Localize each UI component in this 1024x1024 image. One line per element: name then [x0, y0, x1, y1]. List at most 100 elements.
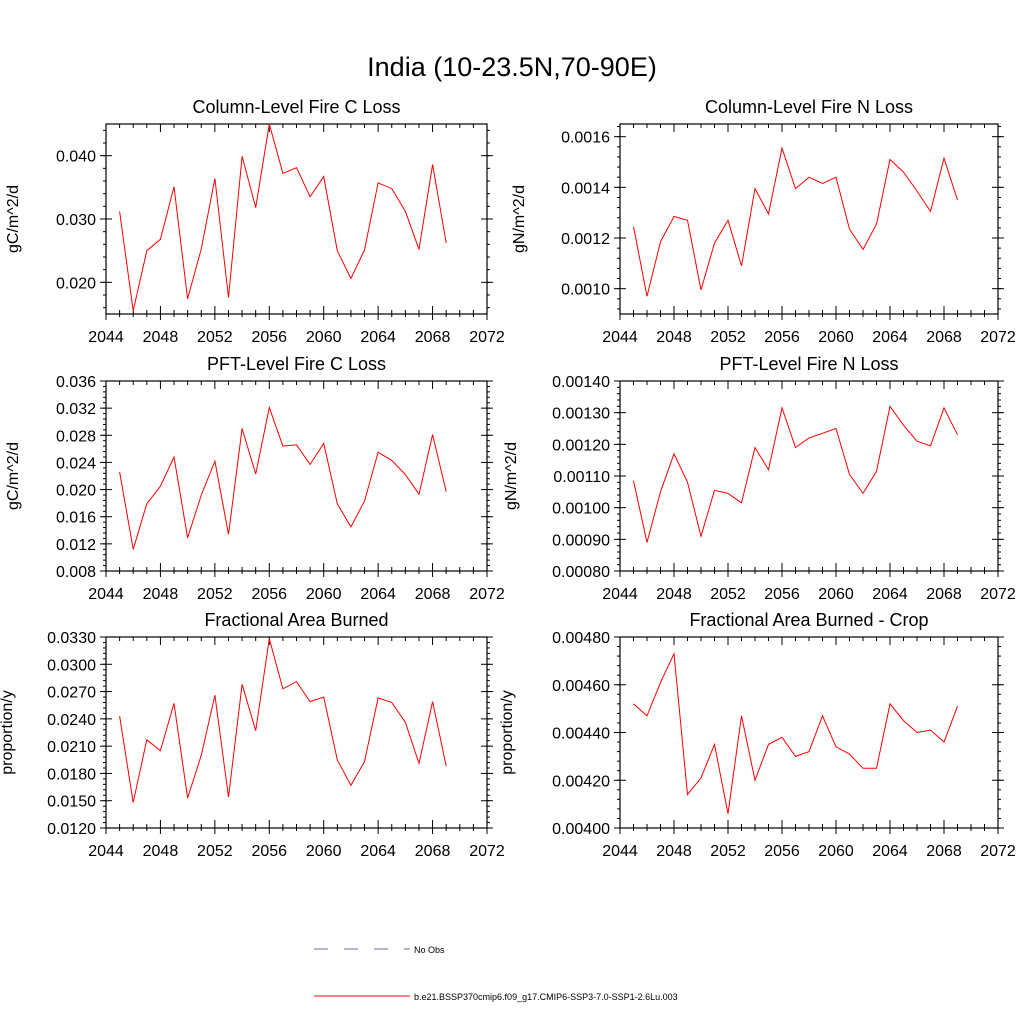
y-axis-label: gN/m^2/d — [511, 185, 528, 253]
x-tick-label: 2052 — [197, 843, 233, 860]
y-tick-label: 0.0120 — [47, 821, 96, 838]
y-tick-label: 0.036 — [56, 374, 96, 391]
x-tick-label: 2064 — [872, 843, 908, 860]
y-tick-label: 0.0210 — [47, 739, 96, 756]
y-tick-label: 0.00140 — [552, 374, 610, 391]
plot-frame — [105, 123, 488, 315]
panel-fractional-area-burned: Fractional Area Burned proportion/y 2044 20… — [0, 610, 505, 860]
x-tick-label: 2048 — [143, 586, 179, 603]
y-tick-label: 0.00420 — [552, 773, 610, 790]
x-tick-label: 2044 — [602, 329, 638, 346]
y-tick-label: 0.0180 — [47, 766, 96, 783]
y-tick-label: 0.00110 — [553, 469, 610, 486]
panel-title: Column-Level Fire N Loss — [705, 97, 913, 117]
plot-frame — [105, 636, 488, 829]
y-tick-label: 0.040 — [56, 149, 96, 166]
x-tick-label: 2064 — [360, 586, 396, 603]
y-tick-label: 0.0240 — [47, 712, 96, 729]
panel-fractional-area-burned-crop: Fractional Area Burned - Crop proportion/… — [499, 610, 1016, 860]
y-tick-label: 0.00460 — [552, 678, 610, 695]
x-tick-label: 2044 — [88, 843, 124, 860]
x-tick-label: 2060 — [818, 329, 854, 346]
x-tick-label: 2044 — [88, 329, 124, 346]
y-axis-label: gC/m^2/d — [5, 442, 22, 510]
series-line — [633, 146, 958, 297]
x-tick-label: 2072 — [980, 586, 1016, 603]
x-tick-label: 2052 — [197, 586, 233, 603]
x-tick-label: 2072 — [469, 843, 505, 860]
x-tick-label: 2048 — [143, 329, 179, 346]
x-tick-label: 2068 — [415, 329, 451, 346]
panel-pft-level-fire-c-loss: PFT-Level Fire C Loss gC/m^2/d 2044 2048 205… — [5, 354, 505, 603]
x-tick-label: 2064 — [360, 843, 396, 860]
y-tick-label: 0.0300 — [47, 657, 96, 674]
x-tick-label: 2064 — [872, 586, 908, 603]
x-tick-label: 2072 — [980, 843, 1016, 860]
x-tick-label: 2064 — [872, 329, 908, 346]
x-tick-label: 2068 — [926, 329, 962, 346]
series-line — [633, 651, 958, 814]
x-tick-label: 2052 — [710, 329, 746, 346]
x-tick-label: 2048 — [656, 586, 692, 603]
x-tick-label: 2052 — [710, 586, 746, 603]
panel-title: Fractional Area Burned — [204, 610, 388, 630]
panel-title: PFT-Level Fire N Loss — [719, 354, 898, 374]
y-tick-label: 0.00080 — [552, 564, 610, 581]
x-tick-label: 2072 — [469, 586, 505, 603]
legend-label-run: b.e21.BSSP370cmip6.f09_g17.CMIP6-SSP3-7.… — [414, 992, 678, 1002]
x-tick-label: 2060 — [818, 843, 854, 860]
panel-title: Fractional Area Burned - Crop — [689, 610, 928, 630]
x-tick-label: 2060 — [818, 586, 854, 603]
x-tick-label: 2060 — [306, 586, 342, 603]
y-axis-label: proportion/y — [499, 690, 516, 775]
series-line — [119, 638, 447, 803]
plot-frame — [619, 380, 999, 572]
y-tick-label: 0.008 — [56, 564, 96, 581]
y-tick-label: 0.00400 — [552, 821, 610, 838]
y-tick-label: 0.0014 — [561, 180, 610, 197]
panel-column-level-fire-c-loss: Column-Level Fire C Loss gC/m^2/d 2044 2048… — [5, 97, 505, 346]
plot-frame — [619, 123, 999, 315]
x-tick-label: 2048 — [143, 843, 179, 860]
y-tick-label: 0.0330 — [47, 630, 96, 647]
y-tick-label: 0.028 — [56, 428, 96, 445]
y-tick-label: 0.020 — [56, 483, 96, 500]
x-tick-label: 2068 — [926, 586, 962, 603]
y-axis-label: gN/m^2/d — [503, 442, 520, 510]
x-tick-label: 2052 — [710, 843, 746, 860]
y-tick-label: 0.0270 — [47, 685, 96, 702]
y-tick-label: 0.00480 — [552, 630, 610, 647]
y-tick-label: 0.0010 — [561, 282, 610, 299]
y-tick-label: 0.00130 — [552, 406, 610, 423]
x-tick-label: 2068 — [926, 843, 962, 860]
y-tick-label: 0.0150 — [47, 794, 96, 811]
x-tick-label: 2056 — [764, 329, 800, 346]
y-tick-label: 0.00100 — [552, 501, 610, 518]
x-tick-label: 2056 — [764, 843, 800, 860]
x-tick-label: 2056 — [251, 329, 287, 346]
y-tick-label: 0.00120 — [552, 437, 610, 454]
x-tick-label: 2056 — [764, 586, 800, 603]
x-tick-label: 2044 — [602, 843, 638, 860]
y-tick-label: 0.030 — [56, 212, 96, 229]
x-tick-label: 2044 — [602, 586, 638, 603]
x-tick-label: 2052 — [197, 329, 233, 346]
plot-frame — [105, 380, 488, 572]
x-tick-label: 2056 — [251, 843, 287, 860]
x-tick-label: 2048 — [656, 843, 692, 860]
y-tick-label: 0.00090 — [552, 532, 610, 549]
plot-frame — [619, 636, 999, 829]
panel-title: Column-Level Fire C Loss — [192, 97, 400, 117]
x-tick-label: 2068 — [415, 843, 451, 860]
legend: No Obs b.e21.BSSP370cmip6.f09_g17.CMIP6-… — [314, 945, 678, 1002]
y-tick-label: 0.012 — [56, 537, 96, 554]
y-tick-label: 0.020 — [56, 275, 96, 292]
x-tick-label: 2072 — [980, 329, 1016, 346]
series-line — [633, 405, 958, 543]
series-line — [119, 123, 447, 311]
figure-title: India (10-23.5N,70-90E) — [367, 52, 657, 82]
x-tick-label: 2060 — [306, 843, 342, 860]
x-tick-label: 2064 — [360, 329, 396, 346]
panel-column-level-fire-n-loss: Column-Level Fire N Loss gN/m^2/d 2044 2048… — [511, 97, 1016, 346]
